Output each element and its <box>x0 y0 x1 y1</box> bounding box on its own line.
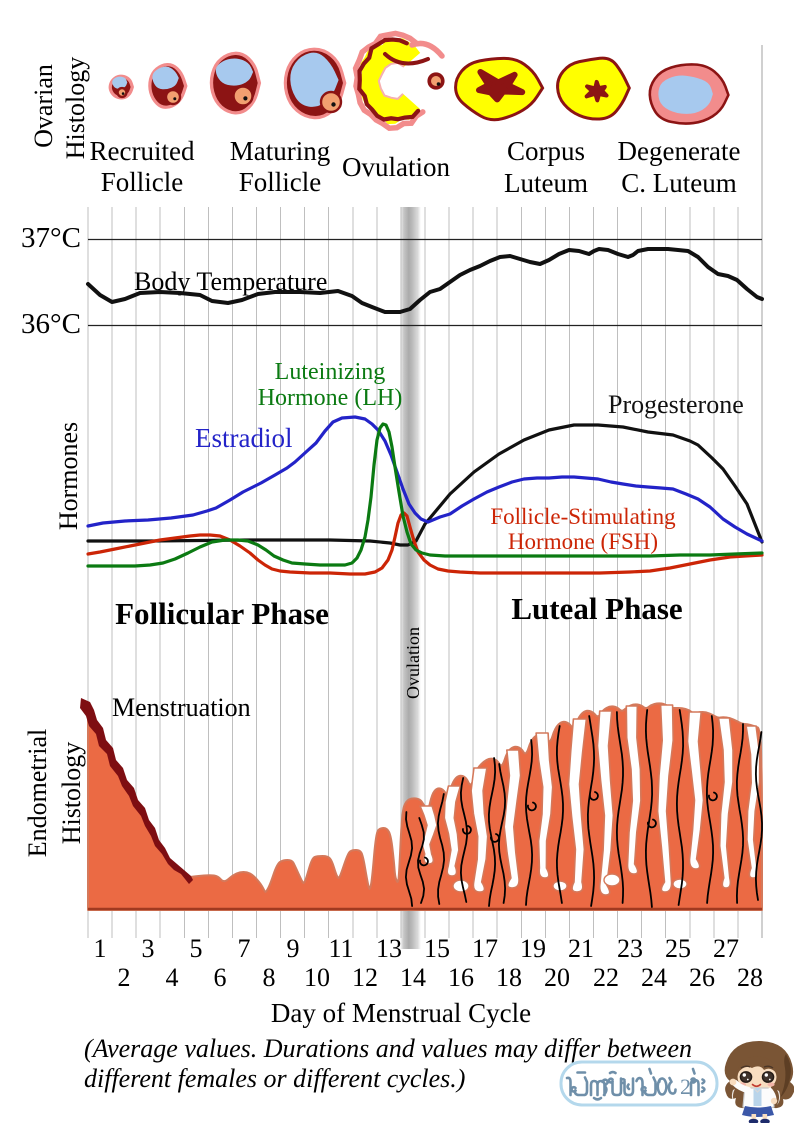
svg-text:1: 1 <box>94 934 107 963</box>
svg-text:21: 21 <box>568 934 594 963</box>
svg-text:3: 3 <box>142 934 155 963</box>
svg-text:Follicle-Stimulating: Follicle-Stimulating <box>490 504 676 529</box>
svg-text:Hormones: Hormones <box>54 422 83 530</box>
svg-text:Corpus: Corpus <box>507 136 585 166</box>
svg-text:2: 2 <box>118 963 131 992</box>
svg-text:13: 13 <box>376 934 402 963</box>
svg-text:Follicle: Follicle <box>239 167 322 197</box>
svg-text:27: 27 <box>713 934 739 963</box>
svg-text:14: 14 <box>400 963 426 992</box>
svg-text:Histology: Histology <box>57 742 86 845</box>
svg-text:Recruited: Recruited <box>90 136 195 166</box>
svg-text:15: 15 <box>424 934 450 963</box>
svg-text:16: 16 <box>448 963 474 992</box>
svg-text:36°C: 36°C <box>21 308 81 340</box>
svg-text:17: 17 <box>472 934 498 963</box>
svg-text:Ovulation: Ovulation <box>403 627 423 699</box>
svg-text:Follicle: Follicle <box>101 167 184 197</box>
svg-text:different females or different: different females or different cycles.) <box>84 1064 465 1093</box>
svg-text:Endometrial: Endometrial <box>23 729 52 858</box>
svg-text:(Average values. Durations and: (Average values. Durations and values ma… <box>84 1034 692 1063</box>
svg-text:28: 28 <box>737 963 763 992</box>
svg-text:10: 10 <box>304 963 330 992</box>
svg-text:9: 9 <box>287 934 300 963</box>
svg-text:6: 6 <box>214 963 227 992</box>
svg-text:37°C: 37°C <box>21 222 81 254</box>
svg-text:Estradiol: Estradiol <box>195 423 292 453</box>
svg-text:22: 22 <box>593 963 619 992</box>
svg-text:Progesterone: Progesterone <box>608 390 744 419</box>
svg-text:11: 11 <box>328 934 353 963</box>
svg-text:23: 23 <box>617 934 643 963</box>
svg-text:25: 25 <box>665 934 691 963</box>
svg-text:20: 20 <box>544 963 570 992</box>
svg-text:Ovarian: Ovarian <box>29 64 58 148</box>
svg-text:Day of Menstrual Cycle: Day of Menstrual Cycle <box>271 998 531 1028</box>
svg-text:2: 2 <box>680 1074 691 1099</box>
svg-text:Degenerate: Degenerate <box>618 136 741 166</box>
svg-text:26: 26 <box>689 963 715 992</box>
svg-text:Luteum: Luteum <box>504 168 588 198</box>
svg-text:19: 19 <box>520 934 546 963</box>
svg-text:Follicular Phase: Follicular Phase <box>115 596 329 631</box>
svg-text:Luteinizing: Luteinizing <box>275 359 386 385</box>
svg-text:Luteal Phase: Luteal Phase <box>511 591 682 626</box>
svg-text:4: 4 <box>166 963 179 992</box>
svg-text:8: 8 <box>263 963 276 992</box>
svg-text:7: 7 <box>238 934 251 963</box>
svg-text:Menstruation: Menstruation <box>112 693 251 722</box>
svg-text:Hormone (FSH): Hormone (FSH) <box>508 529 658 554</box>
svg-text:Hormone (LH): Hormone (LH) <box>258 385 403 411</box>
svg-text:C. Luteum: C. Luteum <box>621 168 737 198</box>
svg-text:Histology: Histology <box>61 57 90 160</box>
svg-text:12: 12 <box>352 963 378 992</box>
svg-text:18: 18 <box>496 963 522 992</box>
svg-text:5: 5 <box>190 934 203 963</box>
svg-text:Ovulation: Ovulation <box>342 152 450 182</box>
svg-text:24: 24 <box>641 963 667 992</box>
svg-text:Maturing: Maturing <box>230 136 331 166</box>
